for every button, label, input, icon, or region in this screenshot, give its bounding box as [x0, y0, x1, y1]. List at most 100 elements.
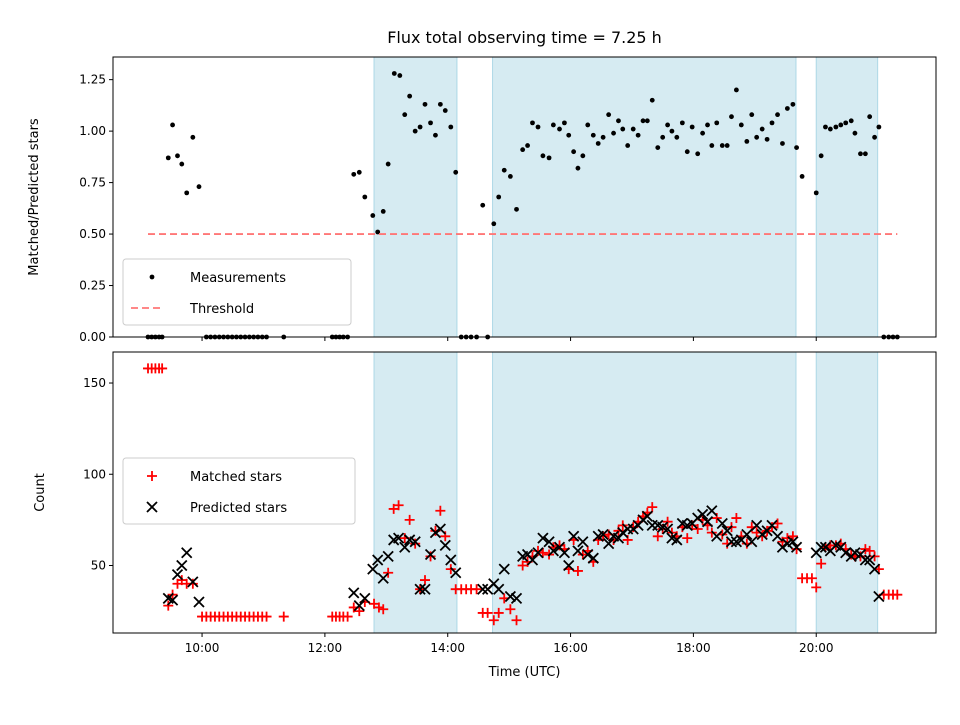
panel1-measurements-point-97 — [684, 149, 690, 155]
panel2-matched-stars-point-56 — [471, 584, 482, 595]
panel2-predicted-stars-point-24 — [439, 539, 451, 552]
panel2-matched-stars-point-123 — [811, 582, 822, 593]
panel2-legend-label-1: Matched stars — [190, 470, 282, 485]
panel2-predicted-stars-point-91 — [815, 541, 827, 553]
panel2-legend-key-1 — [147, 471, 157, 481]
panel2-predicted-stars-point-5 — [187, 576, 199, 588]
panel2-shaded-interval-2 — [492, 351, 797, 634]
panel2-predicted-stars-point-79 — [741, 528, 753, 541]
panel1-measurements-point-41 — [397, 73, 403, 78]
panel1-measurements-point-39 — [385, 161, 391, 167]
panel2-matched-stars-point-46 — [420, 575, 431, 586]
panel2-predicted-stars-point-27 — [477, 583, 489, 595]
panel2-predicted-stars-point-80 — [746, 536, 758, 548]
panel1-measurements-point-59 — [491, 221, 497, 227]
panel1-measurements-point-107 — [733, 87, 739, 93]
panel1-measurements-point-129 — [852, 130, 858, 136]
panel2-predicted-stars-point-40 — [547, 545, 560, 557]
panel1-measurements-point-120 — [799, 174, 805, 179]
panel1-measurements-point-118 — [790, 101, 796, 107]
panel2-matched-stars-point-37 — [373, 602, 384, 613]
panel2-predicted-stars-point-70 — [696, 508, 709, 521]
panel2-matched-stars-point-117 — [782, 533, 793, 544]
panel2-predicted-stars-point-63 — [661, 523, 674, 535]
panel1-measurements-point-8 — [179, 161, 185, 167]
panel2-ylabel: Count — [33, 473, 48, 512]
panel2-predicted-stars-point-65 — [671, 534, 683, 546]
panel1-measurements-point-86 — [630, 126, 636, 132]
panel1-measurements-point-50 — [442, 108, 448, 113]
panel2-axes-frame — [112, 351, 937, 634]
panel2-predicted-stars-point-12 — [377, 572, 389, 584]
panel2-matched-stars-point-91 — [652, 531, 663, 542]
panel2-matched-stars-point-99 — [692, 523, 703, 534]
panel1-ytick-label-2: 0.50 — [79, 227, 106, 241]
panel2-predicted-stars-point-39 — [543, 536, 555, 548]
panel1-ytick-label-5: 1.25 — [79, 73, 106, 87]
panel1-measurements-point-34 — [356, 169, 362, 175]
panel2-predicted-stars-point-72 — [706, 505, 718, 517]
panel2-predicted-stars-point-33 — [510, 592, 523, 604]
panel2-matched-stars-point-62 — [505, 604, 516, 615]
panel1-measurements-point-105 — [724, 143, 730, 148]
panel2-predicted-stars-point-18 — [409, 536, 421, 548]
panel2-predicted-stars-point-15 — [392, 532, 405, 544]
panel1-measurements-point-122 — [818, 153, 824, 159]
panel1-measurements-point-62 — [507, 174, 513, 179]
panel1-legend-key-1 — [149, 274, 155, 280]
panel2-predicted-stars-point-45 — [572, 545, 584, 557]
panel2-ytick-label-1: 100 — [83, 467, 106, 481]
panel2-predicted-stars-point-31 — [498, 563, 510, 575]
panel1-measurements-point-11 — [196, 184, 202, 190]
panel2-predicted-stars-point-43 — [563, 559, 575, 572]
panel1-measurements-point-70 — [550, 122, 556, 128]
panel1-measurements-point-72 — [562, 120, 567, 126]
panel2-matched-stars-point-59 — [488, 615, 499, 626]
panel1-measurements-point-65 — [525, 143, 530, 148]
panel1-shaded-interval-2 — [492, 56, 797, 338]
panel1-measurements-point-10 — [190, 134, 196, 140]
panel1-measurements-point-95 — [674, 134, 680, 140]
panel2-predicted-stars-point-32 — [504, 590, 517, 603]
panel2-matched-stars-point-47 — [425, 551, 436, 562]
panel1-measurements-point-134 — [876, 124, 882, 130]
panel2-predicted-stars-point-74 — [716, 517, 728, 530]
panel2-predicted-stars-point-89 — [790, 541, 803, 553]
panel1-measurements-point-89 — [644, 118, 650, 124]
panel2-predicted-stars-point-4 — [181, 547, 193, 559]
panel2-matched-stars-point-134 — [864, 545, 875, 556]
panel2-matched-stars-point-26 — [261, 611, 272, 622]
panel1-measurements-point-111 — [754, 134, 760, 140]
panel2-matched-stars-point-32 — [342, 611, 353, 622]
panel2-matched-stars-point-43 — [404, 514, 415, 525]
panel2-legend-label-2: Predicted stars — [190, 501, 287, 516]
panel2-predicted-stars-point-3 — [176, 559, 188, 572]
panel2-predicted-stars-point-81 — [751, 519, 763, 531]
panel1-measurements-point-100 — [700, 130, 706, 136]
panel1-measurements-point-79 — [595, 141, 601, 146]
panel2-predicted-stars-point-76 — [725, 536, 738, 548]
panel1-measurements-point-73 — [566, 132, 572, 138]
panel2-predicted-stars-point-13 — [382, 550, 394, 563]
panel2-matched-stars-point-98 — [687, 520, 698, 531]
panel2-predicted-stars-point-50 — [597, 528, 609, 541]
panel1-legend-label-1: Measurements — [190, 271, 286, 286]
panel2-ytick-label-0: 50 — [91, 558, 106, 572]
panel2-predicted-stars-point-20 — [419, 583, 431, 595]
panel2-predicted-stars-point-7 — [348, 587, 360, 599]
panel1-measurements-point-102 — [709, 143, 715, 148]
panel2-predicted-stars-point-51 — [603, 537, 615, 550]
panel2-matched-stars-point-97 — [682, 533, 693, 544]
panel1-measurements-point-132 — [867, 114, 873, 120]
panel2-predicted-stars-point-101 — [864, 554, 876, 566]
panel2-matched-stars-point-39 — [383, 567, 394, 578]
panel2-predicted-stars-point-42 — [558, 547, 571, 559]
panel1-measurements-point-93 — [665, 122, 671, 128]
panel1-measurements-point-121 — [813, 190, 819, 196]
panel1-measurements-point-66 — [530, 120, 535, 126]
panel1-measurements-point-91 — [655, 145, 661, 150]
panel1-measurements-point-36 — [370, 213, 376, 218]
panel2-matched-stars-point-75 — [572, 565, 583, 576]
panel1-measurements-point-110 — [749, 112, 755, 118]
